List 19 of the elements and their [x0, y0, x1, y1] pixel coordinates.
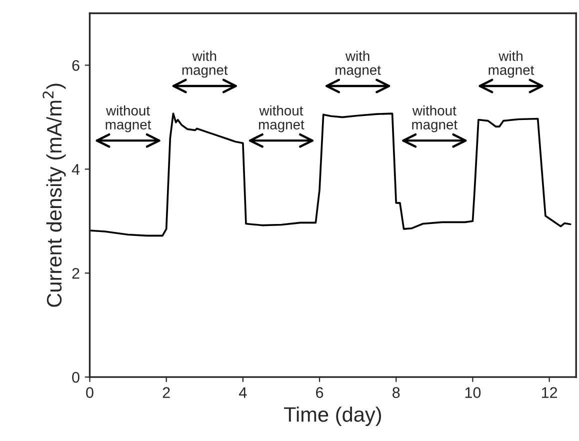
- annotation: without magnet: [106, 105, 152, 132]
- annotation: with magnet: [488, 50, 534, 78]
- y-tick-label: 4: [72, 164, 80, 175]
- y-tick-label: 6: [72, 60, 80, 71]
- x-tick-label: 8: [392, 387, 400, 398]
- y-axis-title: Current density (mA/m$^{2}$): [42, 84, 66, 307]
- x-tick-label: 12: [542, 387, 558, 398]
- x-tick-label: 4: [239, 387, 247, 398]
- annotation: without magnet: [258, 105, 304, 132]
- x-tick-label: 10: [465, 387, 481, 398]
- y-tick-label: 2: [72, 268, 80, 279]
- annotation: with magnet: [182, 50, 228, 78]
- x-axis-title: Time (day): [284, 406, 382, 426]
- annotation: without magnet: [412, 105, 458, 132]
- annotation: with magnet: [336, 50, 381, 78]
- x-tick-label: 0: [86, 387, 94, 398]
- y-tick-label: 0: [72, 372, 80, 383]
- x-tick-label: 2: [162, 387, 170, 398]
- x-tick-label: 6: [316, 387, 324, 398]
